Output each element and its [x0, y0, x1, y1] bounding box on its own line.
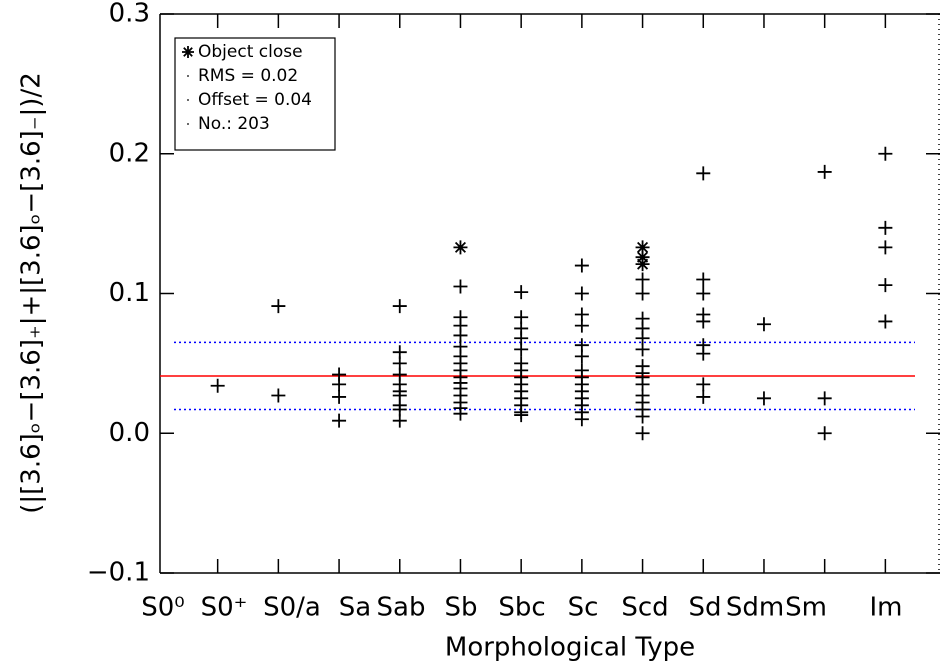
data-point: [332, 389, 347, 404]
data-point: [635, 342, 650, 357]
data-point: [878, 220, 893, 235]
y-tick-label: 0.1: [109, 278, 150, 308]
data-point: [514, 408, 529, 423]
y-tick-label: 0.2: [109, 138, 150, 168]
legend-label: No.: 203: [198, 114, 270, 134]
x-tick-label: Sbc: [498, 593, 545, 623]
data-point: [696, 286, 711, 301]
data-point: [878, 146, 893, 161]
x-tick-label: Sm: [785, 593, 827, 623]
data-point: [817, 426, 832, 441]
data-point: [696, 272, 711, 287]
x-tick-label: S0⁺: [201, 593, 248, 623]
data-point: [392, 299, 407, 314]
data-point: [453, 240, 468, 255]
x-tick-label: S0⁰: [141, 593, 184, 623]
data-point: [756, 391, 771, 406]
data-point: [878, 240, 893, 255]
x-tick-label: Sd: [688, 593, 721, 623]
data-point: [574, 412, 589, 427]
x-tick-label: Sab: [377, 593, 426, 623]
legend-dot: [187, 99, 189, 101]
legend-label: RMS = 0.02: [198, 66, 298, 86]
data-point: [696, 346, 711, 361]
data-point: [574, 318, 589, 333]
x-tick-label: Scd: [621, 593, 668, 623]
data-point: [756, 317, 771, 332]
data-point: [817, 164, 832, 179]
x-tick-label: Sb: [444, 593, 477, 623]
y-tick-label: 0.0: [109, 418, 150, 448]
y-axis-label: (|[3.6]ₒ−[3.6]₊|+|[3.6]ₒ−[3.6]₋|)/2: [17, 72, 47, 513]
x-tick-label: S0/a: [263, 593, 321, 623]
x-tick-label: Sdm: [726, 593, 784, 623]
legend-marker: [182, 46, 194, 58]
data-point: [635, 257, 650, 272]
legend-dot: [187, 75, 189, 77]
data-point: [514, 342, 529, 357]
data-point: [392, 413, 407, 428]
x-axis-label: Morphological Type: [445, 633, 695, 663]
data-point: [332, 377, 347, 392]
data-point: [878, 314, 893, 329]
legend-label: Offset = 0.04: [198, 90, 312, 110]
data-point: [453, 279, 468, 294]
data-point: [574, 286, 589, 301]
x-tick-label: Im: [870, 593, 903, 623]
data-point: [210, 378, 225, 393]
legend-label: Object close: [198, 42, 303, 62]
data-point: [514, 285, 529, 300]
data-point: [696, 389, 711, 404]
data-point: [635, 240, 650, 255]
data-point: [635, 426, 650, 441]
x-tick-label: Sc: [568, 593, 599, 623]
data-point: [574, 258, 589, 273]
data-point: [332, 413, 347, 428]
data-point: [635, 409, 650, 424]
data-point: [635, 272, 650, 287]
data-point: [696, 377, 711, 392]
x-tick-label: Sa: [339, 593, 371, 623]
data-point: [878, 278, 893, 293]
legend-box: [174, 37, 336, 151]
y-tick-label: −0.1: [87, 558, 150, 588]
data-point: [271, 299, 286, 314]
data-point: [696, 314, 711, 329]
data-point: [635, 286, 650, 301]
data-point: [271, 388, 286, 403]
data-point: [574, 349, 589, 364]
data-point: [817, 391, 832, 406]
y-tick-label: 0.3: [109, 0, 150, 29]
data-point: [696, 166, 711, 181]
legend-dot: [187, 123, 189, 125]
data-point: [453, 406, 468, 421]
